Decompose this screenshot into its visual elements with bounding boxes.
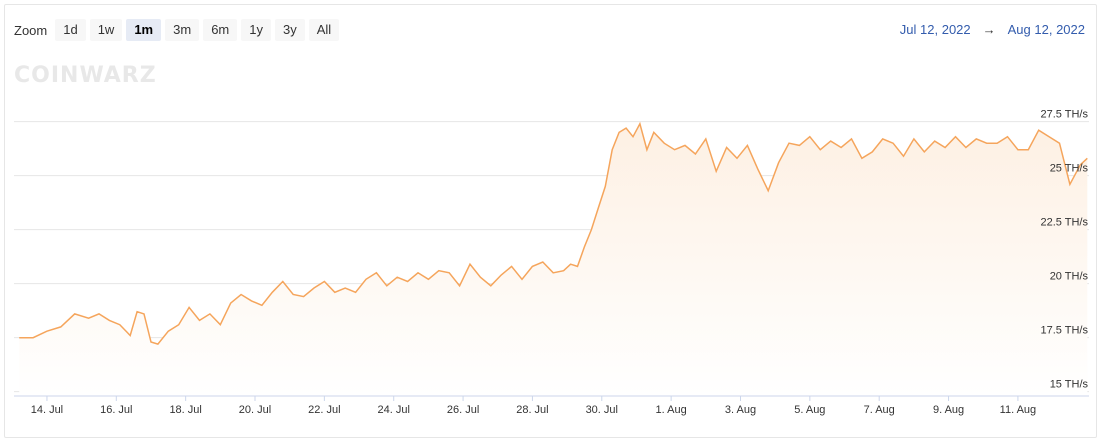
date-range: Jul 12, 2022 → Aug 12, 2022 — [900, 22, 1085, 37]
hashrate-line — [19, 121, 1088, 345]
zoom-label: Zoom — [14, 22, 48, 38]
hashrate-area — [19, 123, 1088, 397]
x-tick-label: 24. Jul — [378, 404, 410, 416]
x-tick-label: 3. Aug — [725, 404, 756, 416]
zoom-1d-button[interactable]: 1d — [55, 19, 86, 41]
x-tick-label: 28. Jul — [516, 404, 548, 416]
y-tick-label: 27.5 TH/s — [1041, 109, 1089, 121]
y-tick-label: 20 TH/s — [1050, 271, 1089, 283]
range-to-input[interactable]: Aug 12, 2022 — [1007, 22, 1085, 37]
x-tick-label: 22. Jul — [308, 404, 340, 416]
zoom-1y-button[interactable]: 1y — [241, 19, 271, 41]
zoom-1m-button[interactable]: 1m — [126, 19, 162, 41]
y-tick-label: 17.5 TH/s — [1041, 325, 1089, 337]
x-tick-label: 1. Aug — [656, 404, 687, 416]
zoom-3y-button[interactable]: 3y — [274, 19, 305, 41]
zoom-all-button[interactable]: All — [308, 19, 340, 41]
range-arrow-icon: → — [982, 22, 996, 37]
y-tick-label: 25 TH/s — [1050, 163, 1089, 175]
x-tick-label: 16. Jul — [100, 404, 132, 416]
zoom-6m-button[interactable]: 6m — [203, 19, 238, 41]
x-tick-label: 14. Jul — [31, 404, 63, 416]
zoom-toolbar: Zoom 1d 1w 1m 3m 6m 1y 3y All — [14, 19, 340, 41]
y-axis: 15 TH/s 17.5 TH/s 20 TH/s 22.5 TH/s 25 TH/s 2… — [1041, 109, 1089, 391]
x-tick-label: 7. Aug — [864, 404, 895, 416]
y-tick-label: 22.5 TH/s — [1041, 217, 1089, 229]
x-tick-label: 18. Jul — [169, 404, 201, 416]
x-tick-label: 9. Aug — [933, 404, 964, 416]
zoom-1w-button[interactable]: 1w — [89, 19, 123, 41]
watermark-logo: COINWARZ — [14, 63, 157, 88]
x-axis: 14. Jul 16. Jul 18. Jul 20. Jul 22. Jul 24. J… — [31, 396, 1036, 416]
x-tick-label: 26. Jul — [447, 404, 479, 416]
range-from-input[interactable]: Jul 12, 2022 — [899, 22, 971, 37]
zoom-3m-button[interactable]: 3m — [165, 19, 200, 41]
x-tick-label: 30. Jul — [586, 404, 618, 416]
y-tick-label: 15 TH/s — [1050, 379, 1089, 391]
x-tick-label: 20. Jul — [239, 404, 271, 416]
x-tick-label: 5. Aug — [794, 404, 825, 416]
x-tick-label: 11. Aug — [1000, 404, 1037, 416]
